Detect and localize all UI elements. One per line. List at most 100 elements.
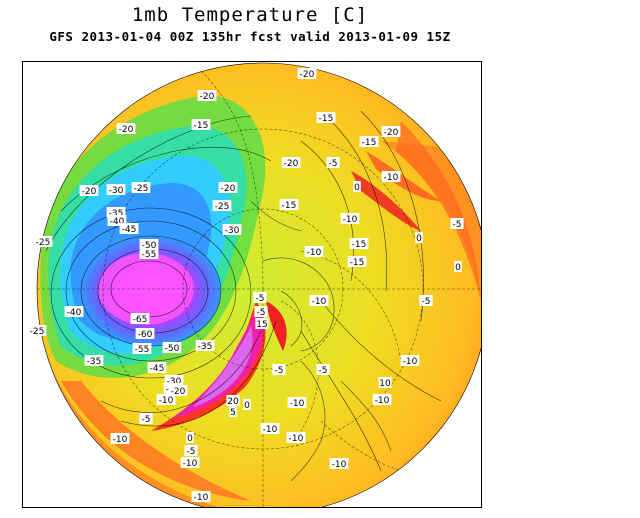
contour-label: -25 [33, 236, 53, 248]
contour-label: -10 [400, 355, 420, 367]
map-frame: -20 -20 -15 -15 -20 -15 -20 -20 -5 -10 0 -25 -30 -20-… [22, 61, 482, 508]
contour-label: -40 [107, 215, 127, 227]
contour-label: -55 [139, 248, 159, 260]
contour-label-text: -20 [200, 92, 215, 102]
contour-label-text: -5 [275, 366, 284, 376]
contour-label-text: -15 [362, 138, 377, 148]
hemisphere-disc [37, 63, 481, 507]
contour-label: -15 [316, 112, 336, 124]
contour-label: -10 [156, 394, 176, 406]
contour-label: 5 [229, 406, 237, 418]
temperature-map: -20-20-15-15-20-15-20-20 -5-100-25-30-20-… [27, 62, 481, 507]
contour-label-text: 0 [416, 234, 422, 244]
contour-label-text: 15 [256, 320, 267, 330]
contour-label-text: -5 [422, 297, 431, 307]
contour-label-text: -20 [119, 125, 134, 135]
chart-subtitle: GFS 2013-01-04 00Z 135hr fcst valid 2013… [49, 29, 451, 44]
contour-label: -25 [131, 182, 151, 194]
contour-label: 15 [255, 318, 269, 330]
contour-label: -50 [139, 239, 159, 251]
contour-label-text: -55 [135, 345, 150, 355]
contour-label-text: -15 [194, 121, 209, 131]
contour-label: -10 [191, 491, 211, 503]
contour-label: -5 [450, 218, 464, 230]
contour-label-text: -10 [159, 396, 174, 406]
contour-label: -10 [329, 458, 349, 470]
contour-labels: -20-20-15-15-20-15-20-20 -5-100-25-30-20-… [27, 68, 464, 503]
contour-label: -5 [184, 445, 198, 457]
contour-label-text: -5 [453, 220, 462, 230]
contour-label-text: -10 [332, 460, 347, 470]
contour-label: 0 [415, 232, 423, 244]
contour-label-text: -30 [225, 226, 240, 236]
contour-label-text: -25 [215, 202, 230, 212]
contour-label-text: -10 [375, 396, 390, 406]
contour-label-text: -45 [150, 364, 165, 374]
contour-label-text: -25 [30, 327, 45, 337]
contour-label: -5 [254, 306, 268, 318]
contour-label-text: -35 [87, 357, 102, 367]
contour-label-text: -15 [352, 240, 367, 250]
contour-label-text: -15 [282, 201, 297, 211]
contour-label-text: -20 [221, 184, 236, 194]
contour-label-text: -10 [307, 248, 322, 258]
contour-label-text: -10 [290, 399, 305, 409]
contour-label: -15 [191, 119, 211, 131]
contour-label-text: -50 [142, 241, 157, 251]
contour-label: -5 [316, 364, 330, 376]
contour-label-text: -65 [133, 315, 148, 325]
contour-label-text: -15 [350, 258, 365, 268]
contour-label: 0 [353, 181, 361, 193]
contour-label-text: -20 [300, 70, 315, 80]
contour-label: -30 [222, 224, 242, 236]
contour-label-text: -25 [36, 238, 51, 248]
contour-label-text: -30 [167, 377, 182, 387]
contour-label: -10 [340, 213, 360, 225]
contour-label: -20 [79, 185, 99, 197]
contour-label: -30 [106, 184, 126, 196]
contour-label-text: -10 [343, 215, 358, 225]
contour-label: -5 [326, 157, 340, 169]
contour-label: -30 [164, 375, 184, 387]
contour-label-text: 10 [379, 379, 391, 389]
contour-label: 20 [226, 395, 240, 407]
contour-label-text: -5 [187, 447, 196, 457]
contour-label-text: -10 [289, 434, 304, 444]
contour-label: -10 [286, 432, 306, 444]
contour-label-text: -55 [142, 250, 157, 260]
contour-label: -20 [168, 385, 188, 397]
contour-label-text: 0 [354, 183, 360, 193]
contour-label: -55 [132, 343, 152, 355]
contour-label: -10 [372, 394, 392, 406]
contour-label: -45 [119, 223, 139, 235]
contour-label-text: -10 [183, 459, 198, 469]
contour-label-text: 20 [227, 397, 239, 407]
contour-label: -45 [147, 362, 167, 374]
contour-label: -60 [135, 328, 155, 340]
contour-label-text: 0 [244, 401, 250, 411]
contour-label: -10 [304, 246, 324, 258]
contour-label: -10 [110, 433, 130, 445]
contour-label-text: -45 [122, 225, 137, 235]
contour-label-text: -5 [319, 366, 328, 376]
contour-label: -20 [116, 123, 136, 135]
contour-label: -25 [27, 325, 47, 337]
contour-label-text: -20 [384, 128, 399, 138]
contour-label-text: -50 [165, 344, 180, 354]
contour-label: -5 [272, 364, 286, 376]
contour-label: -50 [162, 342, 182, 354]
contour-label: -35 [195, 340, 215, 352]
contour-label: -10 [180, 457, 200, 469]
contour-label-text: -10 [403, 357, 418, 367]
contour-label-text: 0 [187, 434, 193, 444]
contour-label: -15 [349, 238, 369, 250]
contour-label-text: -20 [171, 387, 186, 397]
contour-label: -10 [309, 295, 329, 307]
contour-label-text: -60 [138, 330, 153, 340]
contour-label-text: -10 [263, 425, 278, 435]
contour-label-text: -15 [319, 114, 334, 124]
contour-label: -20 [381, 126, 401, 138]
contour-label: 0 [454, 261, 462, 273]
contour-label: 10 [378, 377, 392, 389]
contour-label-text: -5 [256, 294, 265, 304]
